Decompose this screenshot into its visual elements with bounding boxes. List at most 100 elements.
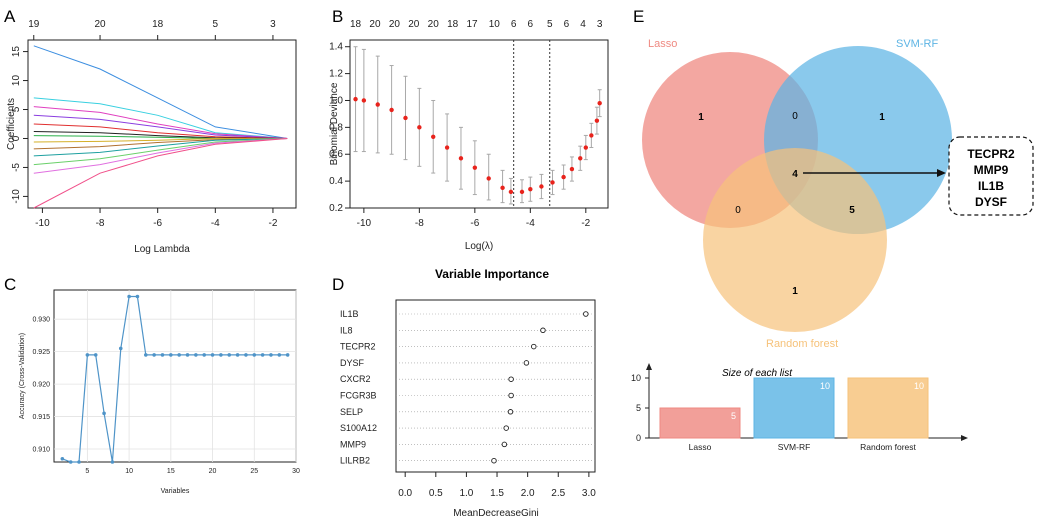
list-size-x-arrow bbox=[961, 435, 968, 441]
x-tick-label: -4 bbox=[526, 218, 535, 229]
accuracy-point bbox=[219, 353, 223, 357]
deviance-point bbox=[431, 134, 436, 139]
deviance-point bbox=[561, 174, 566, 180]
panel-a-x-label: Log Lambda bbox=[134, 244, 190, 255]
coefficient-path bbox=[33, 138, 288, 166]
panel-a-lasso-coefficient-paths: -10 -8 -6 -4 -2 -10 -5 0 5 10 15 19 20 18 5 3 Log Lambd… bbox=[6, 19, 297, 255]
venn-count-rf-only: 1 bbox=[792, 286, 798, 297]
variable-label: TECPR2 bbox=[340, 342, 376, 352]
panel-b-y-label: Binomial Deviance bbox=[329, 82, 340, 165]
x-tick-label: -6 bbox=[153, 218, 162, 229]
x-tick-label: -2 bbox=[581, 218, 590, 229]
deviance-point bbox=[375, 102, 380, 107]
y-tick-label: 0 bbox=[636, 433, 641, 443]
importance-point bbox=[583, 311, 589, 317]
y-tick-label: 5 bbox=[11, 106, 22, 112]
deviance-point bbox=[597, 100, 602, 106]
venn-count-lasso-rf: 0 bbox=[735, 205, 741, 216]
deviance-point bbox=[539, 184, 544, 189]
x-tick-label: -10 bbox=[357, 218, 372, 229]
list-size-y-ticks: 0 5 10 bbox=[631, 373, 649, 443]
top-tick-label: 20 bbox=[408, 19, 420, 30]
x-tick-label: 1.0 bbox=[459, 488, 473, 499]
importance-point bbox=[523, 360, 530, 366]
x-tick-label: 0.0 bbox=[398, 488, 412, 499]
deviance-point bbox=[578, 156, 583, 161]
accuracy-point bbox=[252, 353, 257, 357]
deviance-point bbox=[486, 176, 491, 181]
y-tick-label: 0.920 bbox=[32, 382, 50, 389]
accuracy-point bbox=[277, 353, 282, 357]
deviance-point bbox=[458, 156, 464, 161]
panel-c-accuracy-line bbox=[62, 295, 288, 463]
accuracy-point bbox=[194, 353, 198, 357]
panel-a-coefficient-lines bbox=[33, 45, 288, 209]
accuracy-point bbox=[269, 353, 273, 357]
deviance-point bbox=[583, 145, 589, 150]
coefficient-path bbox=[33, 138, 288, 143]
x-tick-label: -10 bbox=[35, 218, 50, 229]
y-tick-label: -10 bbox=[11, 189, 22, 204]
top-tick-label: 17 bbox=[467, 19, 479, 30]
panel-e-list-size-bars: Size of each list 0 5 10 5 Lasso 10 SVM-RF 10 R… bbox=[631, 363, 968, 452]
deviance-point bbox=[528, 186, 533, 192]
coefficient-path bbox=[33, 106, 288, 139]
importance-point bbox=[491, 457, 497, 464]
variable-label: S100A12 bbox=[340, 423, 377, 433]
x-tick-label: -8 bbox=[415, 218, 424, 229]
x-tick-label: 3.0 bbox=[582, 488, 596, 499]
y-tick-label: 1.2 bbox=[329, 69, 343, 80]
accuracy-point bbox=[143, 353, 148, 357]
panel-c-axis-ticks: 5 10 15 20 25 30 0.910 0.915 0.920 0.925 0.930 bbox=[32, 317, 300, 475]
panel-b-axis-ticks: -10 -8 -6 -4 -2 0.2 0.4 0.6 0.8 1.0 1.2 1.4 18 20 20 20… bbox=[329, 19, 603, 229]
deviance-point bbox=[519, 189, 525, 195]
accuracy-point bbox=[160, 353, 165, 357]
importance-point bbox=[508, 392, 514, 399]
y-tick-label: 0.8 bbox=[329, 122, 343, 133]
deviance-point bbox=[444, 145, 450, 150]
list-size-category: Lasso bbox=[689, 442, 712, 452]
y-tick-label: -5 bbox=[11, 163, 22, 172]
accuracy-point bbox=[110, 460, 115, 464]
shared-gene-2: MMP9 bbox=[974, 163, 1009, 177]
accuracy-point bbox=[68, 460, 73, 464]
accuracy-point bbox=[235, 353, 240, 357]
list-size-value: 5 bbox=[731, 411, 736, 421]
y-tick-label: 0.910 bbox=[32, 447, 50, 454]
list-size-y-arrow bbox=[646, 363, 652, 370]
variable-label: IL8 bbox=[340, 325, 353, 335]
y-tick-label: 0.6 bbox=[329, 149, 343, 160]
accuracy-point bbox=[202, 353, 207, 357]
coefficient-path bbox=[33, 138, 288, 174]
venn-count-lasso-only: 1 bbox=[698, 112, 704, 123]
importance-point bbox=[508, 376, 514, 382]
venn-label-random-forest: Random forest bbox=[766, 338, 838, 350]
shared-gene-1: TECPR2 bbox=[967, 147, 1015, 161]
x-tick-label: 2.5 bbox=[551, 488, 565, 499]
list-size-bar-group: 5 Lasso 10 SVM-RF 10 Random forest bbox=[659, 377, 929, 452]
deviance-point bbox=[472, 165, 478, 170]
deviance-point bbox=[353, 96, 358, 102]
accuracy-point bbox=[285, 353, 290, 357]
accuracy-point bbox=[152, 353, 156, 357]
top-tick-label: 20 bbox=[389, 19, 401, 30]
panel-a-y-label: Coefficients bbox=[6, 98, 17, 150]
x-tick-label: -2 bbox=[268, 218, 277, 229]
shared-gene-4: DYSF bbox=[975, 195, 1007, 209]
accuracy-point bbox=[118, 346, 123, 351]
venn-count-svm-rf: 5 bbox=[849, 205, 855, 216]
y-tick-label: 0.4 bbox=[329, 176, 343, 187]
y-tick-label: 1.4 bbox=[329, 42, 343, 53]
x-tick-label: 25 bbox=[250, 468, 258, 475]
variable-label: CXCR2 bbox=[340, 374, 371, 384]
venn-count-lasso-svm: 0 bbox=[792, 111, 798, 122]
panel-e-letter: E bbox=[633, 7, 644, 26]
y-tick-label: 0.2 bbox=[329, 203, 343, 214]
list-size-value: 10 bbox=[914, 381, 924, 391]
list-size-bar bbox=[753, 377, 835, 439]
top-tick-label: 5 bbox=[213, 19, 219, 30]
variable-label: IL1B bbox=[340, 309, 359, 319]
importance-point bbox=[507, 409, 514, 415]
importance-point bbox=[531, 343, 537, 350]
accuracy-point bbox=[244, 353, 248, 357]
